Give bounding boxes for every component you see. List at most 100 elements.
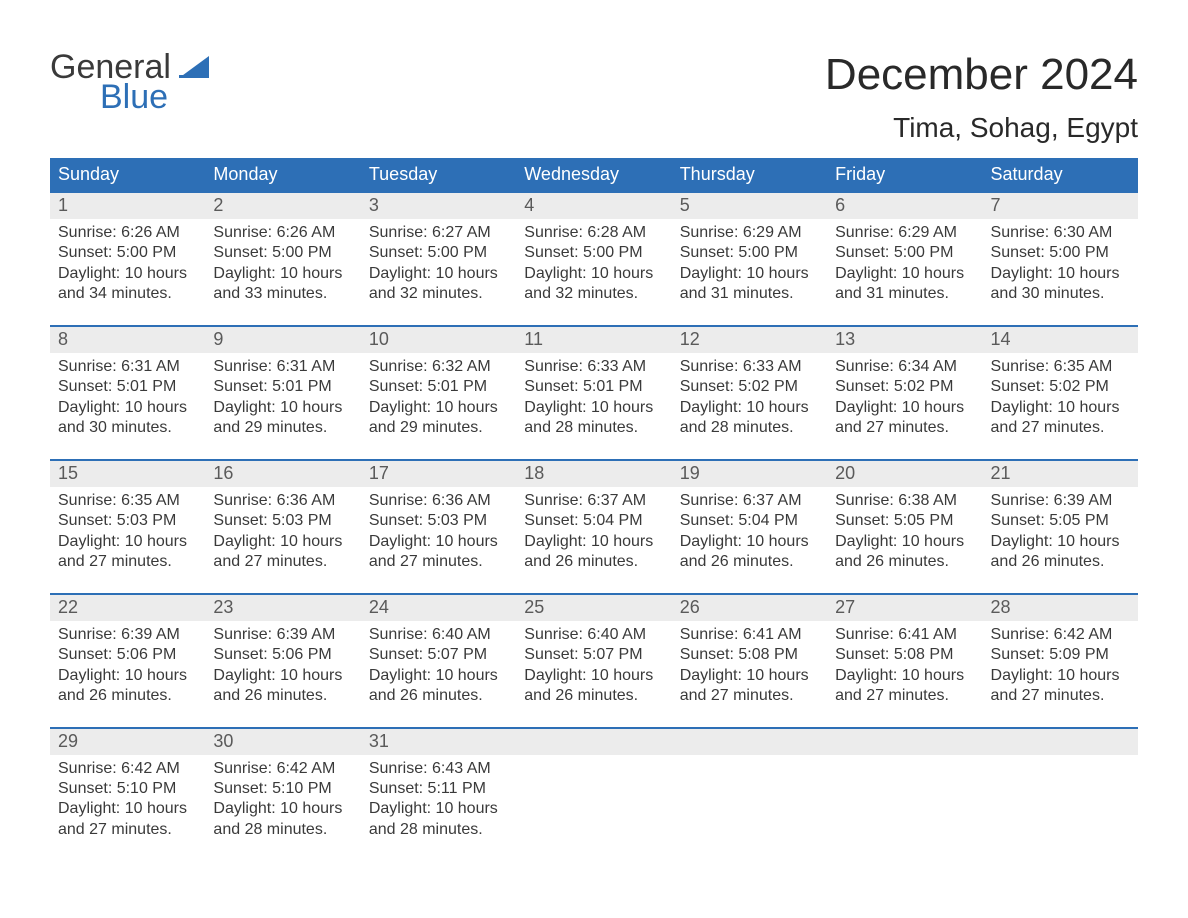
daylight-text: Daylight: 10 hours and 27 minutes.	[991, 666, 1130, 707]
day-body: Sunrise: 6:33 AMSunset: 5:01 PMDaylight:…	[516, 353, 671, 439]
day-number: 2	[205, 193, 360, 219]
sunrise-text: Sunrise: 6:37 AM	[680, 491, 819, 511]
daylight-text: Daylight: 10 hours and 26 minutes.	[524, 666, 663, 707]
day-body: Sunrise: 6:40 AMSunset: 5:07 PMDaylight:…	[516, 621, 671, 707]
day-number: 29	[50, 729, 205, 755]
sunrise-text: Sunrise: 6:39 AM	[213, 625, 352, 645]
sunset-text: Sunset: 5:02 PM	[835, 377, 974, 397]
day-number: 1	[50, 193, 205, 219]
day-number: 7	[983, 193, 1138, 219]
day-number: 27	[827, 595, 982, 621]
header: General Blue December 2024 Tima, Sohag, …	[50, 50, 1138, 144]
day-number: 4	[516, 193, 671, 219]
calendar-day: 28Sunrise: 6:42 AMSunset: 5:09 PMDayligh…	[983, 595, 1138, 713]
day-number: 8	[50, 327, 205, 353]
calendar-day: 3Sunrise: 6:27 AMSunset: 5:00 PMDaylight…	[361, 193, 516, 311]
day-body: Sunrise: 6:42 AMSunset: 5:09 PMDaylight:…	[983, 621, 1138, 707]
day-number: 31	[361, 729, 516, 755]
daylight-text: Daylight: 10 hours and 27 minutes.	[369, 532, 508, 573]
day-number	[672, 729, 827, 755]
calendar-day: 21Sunrise: 6:39 AMSunset: 5:05 PMDayligh…	[983, 461, 1138, 579]
sunset-text: Sunset: 5:01 PM	[213, 377, 352, 397]
sunset-text: Sunset: 5:03 PM	[213, 511, 352, 531]
day-body: Sunrise: 6:36 AMSunset: 5:03 PMDaylight:…	[361, 487, 516, 573]
dayheader-sunday: Sunday	[50, 158, 205, 191]
day-number	[983, 729, 1138, 755]
day-number: 13	[827, 327, 982, 353]
sunset-text: Sunset: 5:01 PM	[524, 377, 663, 397]
day-number: 19	[672, 461, 827, 487]
sunrise-text: Sunrise: 6:40 AM	[369, 625, 508, 645]
calendar-day: 12Sunrise: 6:33 AMSunset: 5:02 PMDayligh…	[672, 327, 827, 445]
daylight-text: Daylight: 10 hours and 28 minutes.	[369, 799, 508, 840]
day-body: Sunrise: 6:31 AMSunset: 5:01 PMDaylight:…	[205, 353, 360, 439]
calendar-day: 26Sunrise: 6:41 AMSunset: 5:08 PMDayligh…	[672, 595, 827, 713]
sunset-text: Sunset: 5:06 PM	[213, 645, 352, 665]
calendar-day	[672, 729, 827, 847]
daylight-text: Daylight: 10 hours and 30 minutes.	[991, 264, 1130, 305]
day-body: Sunrise: 6:26 AMSunset: 5:00 PMDaylight:…	[205, 219, 360, 305]
calendar-day: 5Sunrise: 6:29 AMSunset: 5:00 PMDaylight…	[672, 193, 827, 311]
calendar-day: 13Sunrise: 6:34 AMSunset: 5:02 PMDayligh…	[827, 327, 982, 445]
brand-logo: General Blue	[50, 50, 209, 114]
sunset-text: Sunset: 5:09 PM	[991, 645, 1130, 665]
calendar-day: 18Sunrise: 6:37 AMSunset: 5:04 PMDayligh…	[516, 461, 671, 579]
sunrise-text: Sunrise: 6:38 AM	[835, 491, 974, 511]
sunrise-text: Sunrise: 6:42 AM	[58, 759, 197, 779]
day-number: 30	[205, 729, 360, 755]
day-number: 15	[50, 461, 205, 487]
sunrise-text: Sunrise: 6:40 AM	[524, 625, 663, 645]
calendar-day	[827, 729, 982, 847]
day-body: Sunrise: 6:34 AMSunset: 5:02 PMDaylight:…	[827, 353, 982, 439]
sunset-text: Sunset: 5:00 PM	[835, 243, 974, 263]
calendar-day: 10Sunrise: 6:32 AMSunset: 5:01 PMDayligh…	[361, 327, 516, 445]
day-number: 5	[672, 193, 827, 219]
daylight-text: Daylight: 10 hours and 32 minutes.	[524, 264, 663, 305]
sunset-text: Sunset: 5:01 PM	[369, 377, 508, 397]
brand-word2: Blue	[100, 80, 209, 114]
calendar-day: 8Sunrise: 6:31 AMSunset: 5:01 PMDaylight…	[50, 327, 205, 445]
sunrise-text: Sunrise: 6:34 AM	[835, 357, 974, 377]
daylight-text: Daylight: 10 hours and 27 minutes.	[58, 799, 197, 840]
calendar-day: 25Sunrise: 6:40 AMSunset: 5:07 PMDayligh…	[516, 595, 671, 713]
sunset-text: Sunset: 5:00 PM	[369, 243, 508, 263]
sunrise-text: Sunrise: 6:35 AM	[991, 357, 1130, 377]
sunset-text: Sunset: 5:02 PM	[991, 377, 1130, 397]
calendar-day: 4Sunrise: 6:28 AMSunset: 5:00 PMDaylight…	[516, 193, 671, 311]
dayheader-wednesday: Wednesday	[516, 158, 671, 191]
day-body: Sunrise: 6:42 AMSunset: 5:10 PMDaylight:…	[50, 755, 205, 841]
day-body: Sunrise: 6:29 AMSunset: 5:00 PMDaylight:…	[672, 219, 827, 305]
day-body: Sunrise: 6:41 AMSunset: 5:08 PMDaylight:…	[672, 621, 827, 707]
sunrise-text: Sunrise: 6:39 AM	[991, 491, 1130, 511]
sunset-text: Sunset: 5:01 PM	[58, 377, 197, 397]
calendar-day	[983, 729, 1138, 847]
day-number: 3	[361, 193, 516, 219]
calendar-day: 29Sunrise: 6:42 AMSunset: 5:10 PMDayligh…	[50, 729, 205, 847]
day-number: 14	[983, 327, 1138, 353]
day-number: 10	[361, 327, 516, 353]
daylight-text: Daylight: 10 hours and 26 minutes.	[524, 532, 663, 573]
calendar-day: 19Sunrise: 6:37 AMSunset: 5:04 PMDayligh…	[672, 461, 827, 579]
sunset-text: Sunset: 5:05 PM	[835, 511, 974, 531]
sunrise-text: Sunrise: 6:43 AM	[369, 759, 508, 779]
calendar-day: 16Sunrise: 6:36 AMSunset: 5:03 PMDayligh…	[205, 461, 360, 579]
day-body: Sunrise: 6:35 AMSunset: 5:03 PMDaylight:…	[50, 487, 205, 573]
calendar-day: 9Sunrise: 6:31 AMSunset: 5:01 PMDaylight…	[205, 327, 360, 445]
sunrise-text: Sunrise: 6:42 AM	[213, 759, 352, 779]
day-body: Sunrise: 6:31 AMSunset: 5:01 PMDaylight:…	[50, 353, 205, 439]
week-row: 22 Sunrise: 6:39 AMSunset: 5:06 PM Dayligh…	[50, 593, 1138, 713]
daylight-text: Daylight: 10 hours and 26 minutes.	[835, 532, 974, 573]
daylight-text: Daylight: 10 hours and 32 minutes.	[369, 264, 508, 305]
sunrise-text: Sunrise: 6:29 AM	[680, 223, 819, 243]
daylight-text: Daylight: 10 hours and 27 minutes.	[58, 532, 197, 573]
sunrise-text: Sunrise: 6:33 AM	[680, 357, 819, 377]
calendar-day: 27Sunrise: 6:41 AMSunset: 5:08 PMDayligh…	[827, 595, 982, 713]
sunset-text: Sunset: 5:10 PM	[213, 779, 352, 799]
day-number: 22	[50, 595, 205, 621]
dayheader-friday: Friday	[827, 158, 982, 191]
daylight-text: Daylight: 10 hours and 27 minutes.	[835, 398, 974, 439]
sunrise-text: Sunrise: 6:41 AM	[835, 625, 974, 645]
daylight-text: Daylight: 10 hours and 28 minutes.	[680, 398, 819, 439]
day-number: 16	[205, 461, 360, 487]
sunrise-text: Sunrise: 6:33 AM	[524, 357, 663, 377]
